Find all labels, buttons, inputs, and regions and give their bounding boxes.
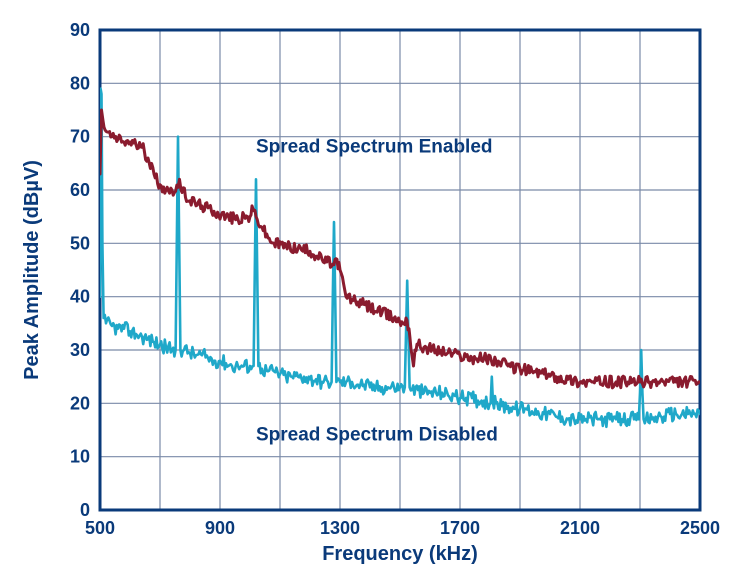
x-tick-label: 500 [85,518,115,538]
y-tick-label: 0 [80,500,90,520]
spectrum-chart: 500 900 1300 1700 2100 2500 0 10 20 30 40 50 60 70 80 9… [0,0,745,580]
y-tick-label: 60 [70,180,90,200]
x-tick-label: 1300 [320,518,360,538]
x-tick-label: 2500 [680,518,720,538]
y-tick-label: 30 [70,340,90,360]
chart-annotation: Spread Spectrum Enabled [256,137,493,158]
y-tick-label: 50 [70,233,90,253]
x-axis-label: Frequency (kHz) [322,543,478,565]
y-tick-label: 90 [70,20,90,40]
y-tick-label: 40 [70,287,90,307]
x-tick-label: 1700 [440,518,480,538]
x-tick-label: 900 [205,518,235,538]
y-tick-label: 20 [70,393,90,413]
y-tick-label: 80 [70,73,90,93]
x-tick-label: 2100 [560,518,600,538]
chart-canvas: 500 900 1300 1700 2100 2500 0 10 20 30 40 50 60 70 80 9… [0,0,745,580]
y-tick-label: 10 [70,447,90,467]
y-axis-label: Peak Amplitude (dBµV) [21,160,43,380]
y-tick-label: 70 [70,127,90,147]
chart-annotation: Spread Spectrum Disabled [256,425,498,446]
